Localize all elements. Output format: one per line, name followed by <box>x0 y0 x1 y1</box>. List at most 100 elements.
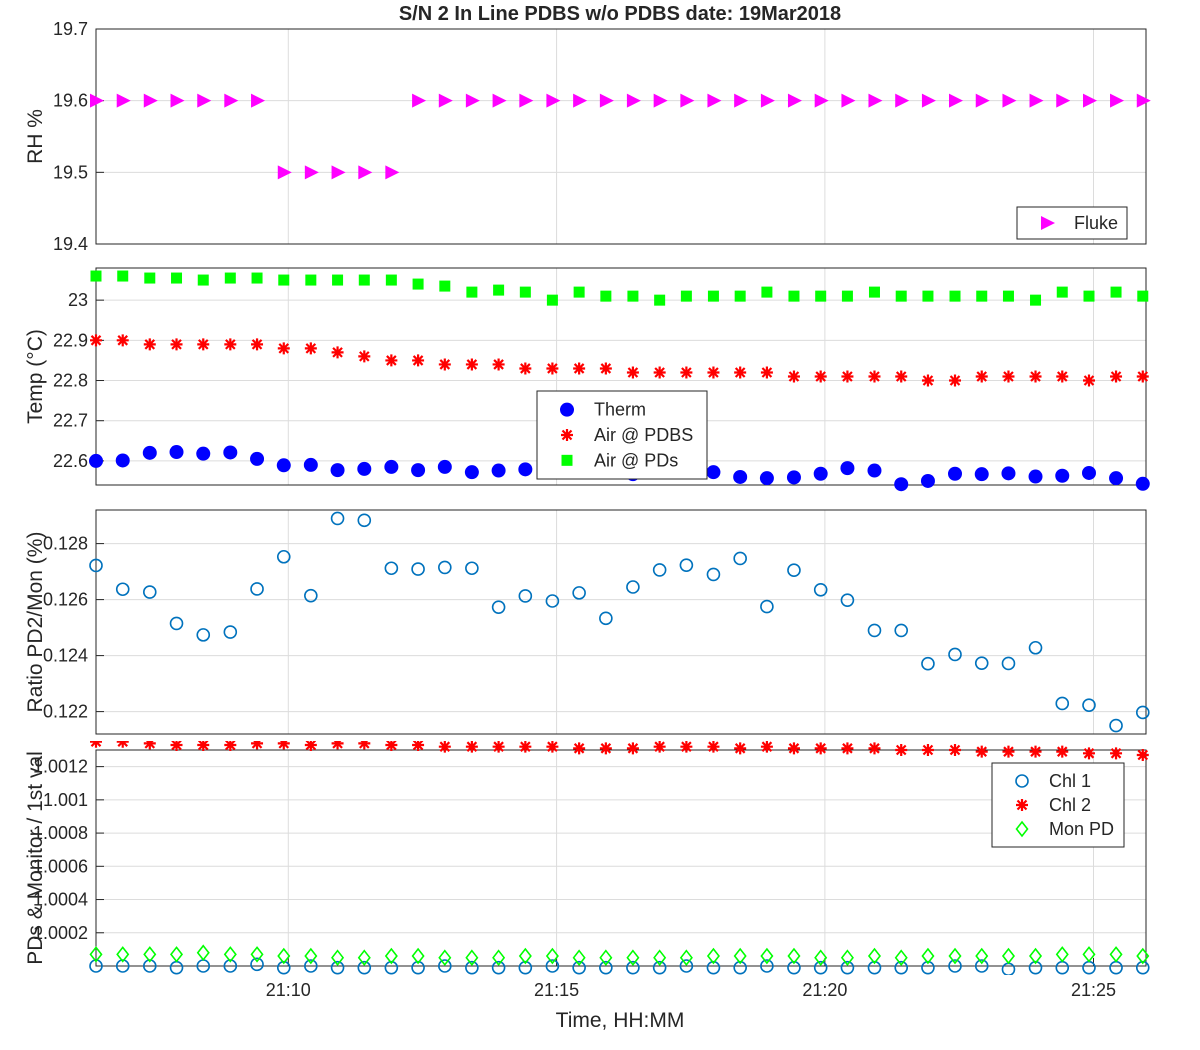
data-point <box>385 165 400 180</box>
data-point <box>787 370 800 383</box>
data-point <box>894 477 909 492</box>
data-point <box>1028 469 1043 484</box>
data-point <box>465 960 479 975</box>
data-point <box>1029 947 1043 965</box>
y-axis-label: PDs & Monitor / 1st val <box>24 751 47 965</box>
data-point <box>948 647 962 662</box>
data-point <box>706 567 721 582</box>
data-point <box>358 741 371 750</box>
data-point <box>412 278 424 290</box>
data-point <box>573 362 586 375</box>
data-point <box>840 461 855 476</box>
y-tick-label: 1.0008 <box>33 823 88 843</box>
y-tick-label: 1.0006 <box>33 856 88 876</box>
data-point <box>357 461 372 476</box>
data-point <box>170 946 184 963</box>
data-point <box>653 366 666 379</box>
legend-label: Air @ PDs <box>594 450 678 470</box>
data-point <box>545 947 559 965</box>
data-point <box>706 947 720 965</box>
data-point <box>385 354 398 367</box>
data-point <box>974 959 989 973</box>
y-tick-label: 1.001 <box>43 790 88 810</box>
y-tick-label: 22.9 <box>53 330 88 350</box>
data-point <box>1001 947 1015 965</box>
y-tick-label: 0.128 <box>43 534 88 554</box>
data-point <box>197 93 212 108</box>
data-point <box>1136 748 1149 761</box>
data-point <box>438 949 452 966</box>
data-point <box>1137 290 1149 302</box>
data-point <box>814 949 828 966</box>
data-point <box>626 949 640 966</box>
data-point <box>197 274 209 286</box>
data-point <box>1110 370 1123 383</box>
data-point <box>1136 947 1150 965</box>
data-point <box>974 656 989 670</box>
data-point <box>1082 946 1096 963</box>
data-point <box>518 947 532 965</box>
data-point <box>921 656 935 671</box>
legend-label: Fluke <box>1074 213 1118 233</box>
y-axis-label: Temp (°C) <box>24 329 47 424</box>
data-point <box>519 93 534 108</box>
data-point <box>1135 476 1150 491</box>
data-point <box>546 294 558 306</box>
data-point <box>1082 374 1095 387</box>
data-point <box>1002 370 1015 383</box>
data-point <box>116 334 129 347</box>
data-point <box>706 960 721 975</box>
data-point <box>840 593 855 607</box>
series-chl-2 <box>90 741 1149 761</box>
series-air-pds <box>90 270 1149 306</box>
data-point <box>412 354 425 367</box>
data-point <box>760 599 774 614</box>
data-point <box>491 463 506 478</box>
x-tick-label: 21:15 <box>534 980 579 1000</box>
data-point <box>734 290 746 302</box>
data-point <box>251 741 264 750</box>
legend-marker <box>1015 820 1029 838</box>
data-point <box>680 93 695 108</box>
panel-1: 19.4 19.5 19.6 19.7 RH % Fluke <box>24 19 1151 254</box>
data-point <box>599 611 613 626</box>
data-point <box>921 960 935 975</box>
data-point <box>223 946 237 963</box>
data-point <box>277 165 292 180</box>
data-point <box>465 949 479 966</box>
data-point <box>573 286 585 298</box>
data-point <box>411 463 426 478</box>
data-point <box>384 960 399 975</box>
data-point <box>492 93 507 108</box>
data-point <box>385 741 398 752</box>
y-tick-label: 19.6 <box>53 91 88 111</box>
data-point <box>518 589 533 603</box>
data-point <box>707 93 722 108</box>
data-point <box>411 562 425 576</box>
data-point <box>895 93 910 108</box>
data-point <box>90 741 102 748</box>
data-point <box>626 366 639 379</box>
data-point <box>787 563 801 578</box>
data-point <box>572 960 586 975</box>
y-tick-label: 1.0002 <box>33 923 88 943</box>
x-tick-label: 21:10 <box>266 980 311 1000</box>
data-point <box>840 949 854 966</box>
data-point <box>894 960 909 975</box>
data-point <box>734 742 747 755</box>
y-tick-label: 1.0012 <box>33 757 88 777</box>
data-point <box>412 93 427 108</box>
data-point <box>814 93 829 108</box>
data-point <box>1029 93 1044 108</box>
data-point <box>197 338 210 351</box>
data-point <box>223 445 238 460</box>
data-point <box>437 459 452 474</box>
data-point <box>305 274 317 286</box>
data-point <box>653 93 668 108</box>
data-point <box>654 294 666 306</box>
data-point <box>89 453 103 468</box>
data-point <box>868 93 883 108</box>
data-point <box>89 558 103 573</box>
data-point <box>974 467 989 482</box>
